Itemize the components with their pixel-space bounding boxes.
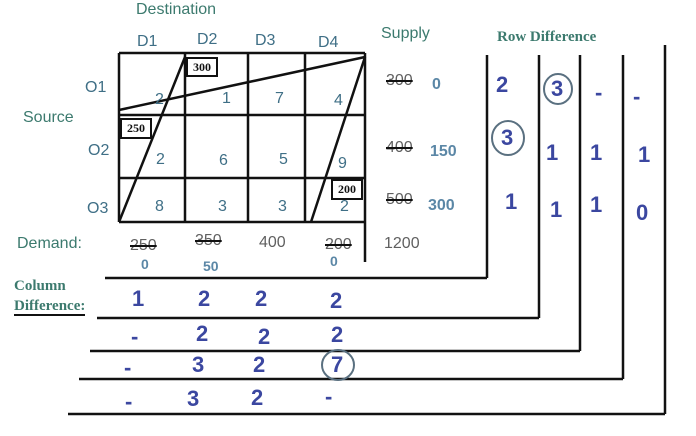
destination-label: D4 [318, 34, 339, 51]
max-penalty-circle [543, 73, 573, 105]
supply-remaining: 300 [428, 197, 455, 214]
demand-heading: Demand: [17, 235, 82, 252]
supply-original: 400 [386, 139, 413, 156]
demand-original: 350 [195, 232, 222, 249]
col-diff-value: 3 [192, 352, 205, 377]
source-heading: Source [23, 109, 74, 126]
supply-original: 500 [386, 191, 413, 208]
col-diff-value: 3 [187, 386, 200, 411]
origin-label: O3 [87, 200, 109, 217]
demand-remaining: 0 [141, 256, 149, 272]
demand-original: 250 [130, 237, 157, 254]
row-diff-value: 1 [546, 140, 559, 165]
row-diff-value: 1 [505, 189, 518, 214]
cost-cell: 6 [219, 152, 228, 169]
cost-cell: 1 [222, 90, 231, 107]
allocation-box: 250 [120, 118, 152, 139]
col-diff-value: 7 [331, 352, 344, 377]
origin-label: O1 [85, 79, 107, 96]
col-diff-value: 2 [330, 288, 343, 313]
row-diff-value: 1 [550, 197, 563, 222]
row-difference-heading: Row Difference [497, 29, 597, 45]
allocation-box: 300 [186, 57, 218, 77]
cost-cell: 8 [155, 198, 164, 215]
row-diff-value: 3 [551, 76, 564, 101]
row-diff-value: - [633, 84, 641, 109]
cost-cell: 2 [156, 151, 165, 168]
cost-cell: 4 [334, 92, 343, 109]
row-diff-value: 1 [590, 192, 603, 217]
col-diff-value: - [125, 389, 133, 414]
destination-label: D1 [137, 33, 158, 50]
demand-remaining: 0 [330, 253, 338, 269]
row-diff-value: 1 [590, 140, 603, 165]
column-difference-heading: Column [14, 278, 66, 294]
max-penalty-circle [321, 349, 355, 381]
max-penalty-circle [491, 120, 525, 156]
supply-heading: Supply [381, 25, 430, 42]
destination-label: D2 [197, 31, 218, 48]
row-diff-value: 3 [501, 125, 514, 150]
col-diff-value: 2 [251, 385, 264, 410]
supply-remaining: 0 [432, 76, 441, 93]
col-diff-value: 2 [196, 321, 209, 346]
cost-cell: 5 [279, 151, 288, 168]
col-diff-value: 2 [331, 322, 344, 347]
row-diff-value: 0 [636, 200, 649, 225]
allocation-box: 200 [331, 179, 363, 200]
demand-original: 400 [259, 234, 286, 251]
path-line [309, 56, 367, 223]
col-diff-value: 2 [198, 286, 211, 311]
demand-remaining: 50 [203, 258, 219, 274]
origin-label: O2 [88, 142, 110, 159]
cost-cell: 7 [275, 90, 284, 107]
col-diff-value: - [124, 355, 132, 380]
col-diff-value: 2 [253, 352, 266, 377]
col-diff-value: 2 [258, 324, 271, 349]
col-diff-value: 2 [255, 286, 268, 311]
row-diff-value: 1 [638, 142, 651, 167]
supply-original: 300 [386, 72, 413, 89]
path-line [117, 56, 187, 223]
cost-cell: 9 [338, 155, 347, 172]
cost-cell: 3 [278, 198, 287, 215]
row-diff-value: 2 [496, 72, 509, 97]
demand-original: 200 [325, 236, 352, 253]
col-diff-value: - [131, 324, 139, 349]
col-diff-value: - [325, 384, 333, 409]
row-diff-value: - [595, 80, 603, 105]
destination-label: D3 [255, 32, 276, 49]
path-line [118, 55, 366, 112]
cost-cell: 2 [155, 91, 164, 108]
supply-total: 1200 [384, 235, 420, 252]
column-difference-heading: Difference: [14, 298, 86, 316]
destination-heading: Destination [136, 1, 217, 18]
col-diff-value: 1 [132, 286, 145, 311]
cost-cell: 2 [340, 198, 349, 215]
supply-remaining: 150 [430, 143, 457, 160]
cost-cell: 3 [218, 198, 227, 215]
